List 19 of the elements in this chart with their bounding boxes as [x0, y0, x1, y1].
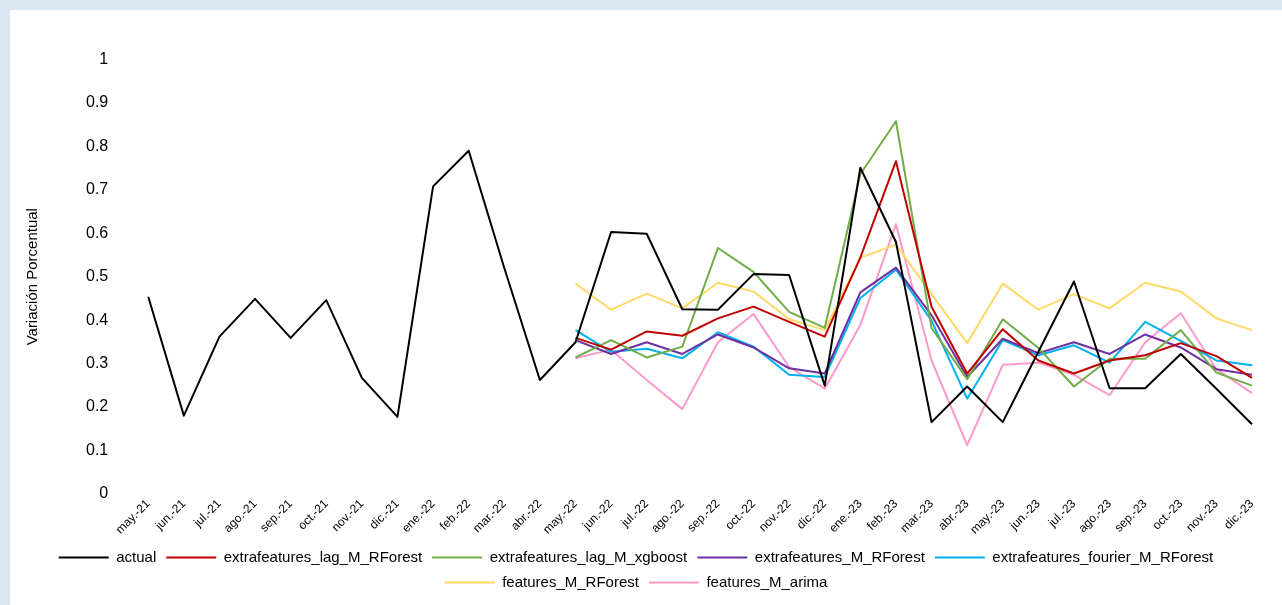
y-tick-label: 0.1 [85, 440, 109, 458]
legend-label: extrafeatures_M_RForest [754, 547, 926, 565]
legend-label: extrafeatures_lag_M_xgboost [489, 547, 689, 565]
y-tick-label: 0.8 [85, 136, 109, 154]
y-axis-title: Variación Porcentual [23, 208, 41, 346]
y-tick-label: 0.9 [85, 93, 109, 111]
y-tick-label: 0.6 [85, 223, 109, 241]
y-tick-label: 0.4 [85, 310, 109, 328]
y-tick-label: 0.5 [85, 267, 109, 285]
legend-label: features_M_arima [706, 572, 828, 590]
y-tick-label: 0.2 [85, 397, 109, 415]
legend-label: features_M_RForest [502, 572, 640, 590]
y-tick-label: 0 [99, 484, 109, 502]
y-tick-label: 1 [99, 50, 109, 68]
legend-label: extrafeatures_fourier_M_RForest [992, 547, 1215, 565]
y-tick-label: 0.3 [85, 353, 109, 371]
y-tick-label: 0.7 [85, 180, 109, 198]
legend-label: actual [116, 547, 157, 565]
legend-label: extrafeatures_lag_M_RForest [223, 547, 423, 565]
